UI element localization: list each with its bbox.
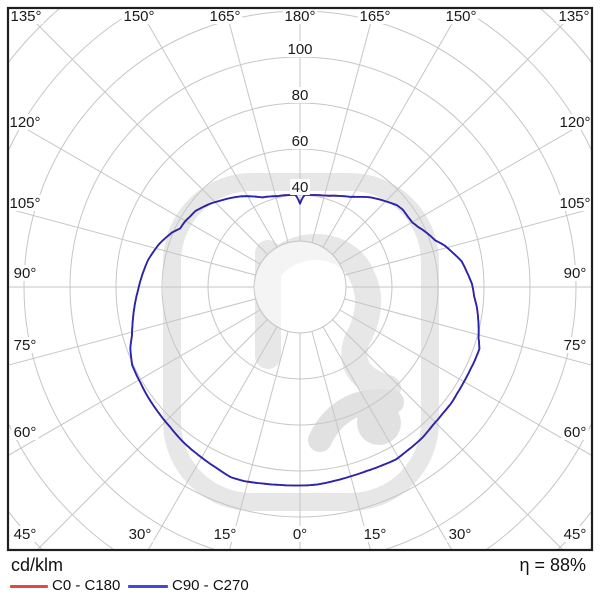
efficiency-value: η = 88% [519,555,586,575]
angle-label-bottom-bg [446,526,474,542]
legend-label-c90-c270: C90 - C270 [172,577,249,594]
angle-label-bottom-bg [211,526,239,542]
radial-tick-label-bg [286,41,314,57]
grid-ray [9,298,256,366]
angle-label-bottom-bg [561,526,589,542]
angle-label-left: 105° [9,195,40,212]
grid-ray [344,298,591,366]
angle-label-bottom-bg [361,526,389,542]
radial-tick-label-bg [290,179,310,195]
chart-frame [6,6,594,552]
angle-label-left-bg [11,265,39,281]
angle-label-top-bg [556,8,592,24]
grid-ray [339,118,591,265]
grid-ray [37,319,268,549]
angle-label-left: 120° [9,114,40,131]
angle-label-right-bg [561,337,589,353]
radial-tick-label: 100 [287,41,312,58]
angle-label-top: 165° [209,8,240,25]
grid-ray [148,326,278,549]
angle-label-bottom: 30° [129,526,152,543]
radial-tick-label: 60 [292,133,309,150]
angle-label-top-bg [282,8,318,24]
angle-label-right-bg [557,195,593,211]
angle-label-right-bg [561,424,589,440]
angle-label-top-bg [443,8,479,24]
angle-label-bottom-bg [290,526,310,542]
legend-line-c90-c270 [128,585,168,588]
angle-label-bottom: 30° [449,526,472,543]
grid-ray [9,208,256,276]
angle-label-bottom-bg [11,526,39,542]
angle-label-right: 120° [559,114,590,131]
curve-c90-c270 [129,193,481,487]
grid-ray [322,9,462,248]
angle-label-bottom: 15° [214,526,237,543]
watermark-tail [308,389,404,452]
angle-label-right-bg [561,265,589,281]
angle-label-right: 90° [564,265,587,282]
angle-label-bottom: 45° [14,526,37,543]
angle-label-bottom: 45° [564,526,587,543]
angle-label-top: 135° [10,8,41,25]
legend-label-c0-c180: C0 - C180 [52,577,121,594]
grid-ray [21,9,268,255]
axis-labels: 40 60 80 100 135° 150° 165° 180° 165° 150° 135° 120… [7,8,593,543]
angle-label-top: 150° [123,8,154,25]
angle-label-left-bg [11,337,39,353]
watermark-logo [163,173,439,511]
angle-label-left: 90° [14,265,37,282]
grid-ray [332,319,563,549]
angle-label-right: 75° [564,337,587,354]
radial-tick-label-bg [290,87,310,103]
angle-label-top-bg [8,8,44,24]
angle-label-left: 60° [14,424,37,441]
grid-ray [311,9,376,243]
angle-label-right-bg [557,114,593,130]
angle-label-top: 150° [445,8,476,25]
watermark-rounded-square [163,173,439,511]
grid-ray [138,9,278,248]
grid-ray [332,9,579,255]
angle-label-top: 165° [359,8,390,25]
angle-label-left-bg [11,424,39,440]
units-label: cd/klm [11,555,64,575]
grid-ray [339,309,591,456]
angle-label-left-bg [7,195,43,211]
angle-label-right: 105° [559,195,590,212]
grid-ray [311,331,371,549]
grid-ray [229,331,289,549]
angle-label-left: 75° [14,337,37,354]
legend-line-c0-c180 [10,585,48,588]
angle-label-right: 60° [564,424,587,441]
angle-label-top-bg [207,8,243,24]
angle-label-bottom-bg [126,526,154,542]
angle-label-bottom: 15° [364,526,387,543]
angle-label-top: 135° [558,8,589,25]
angle-label-top: 180° [284,8,315,25]
radial-tick-label-bg [290,133,310,149]
radial-tick-label: 40 [292,179,309,196]
grid-ray [224,9,289,243]
radial-tick-label: 80 [292,87,309,104]
angle-label-bottom: 0° [293,526,307,543]
angle-label-left-bg [7,114,43,130]
grid-ray [344,208,591,276]
grid-ray [322,326,452,549]
grid-ray [9,309,261,456]
grid-ray [9,118,261,265]
angle-label-top-bg [357,8,393,24]
angle-label-top-bg [121,8,157,24]
center-disc [255,242,345,332]
